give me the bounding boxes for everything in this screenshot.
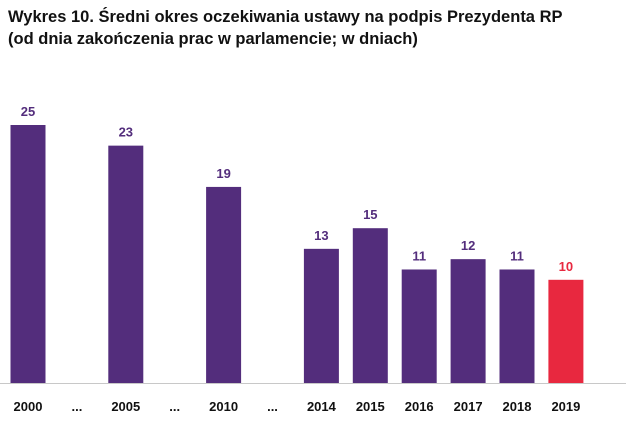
value-label-2016: 11 (412, 248, 426, 263)
bar-2017 (450, 259, 486, 383)
chart-title-block: Wykres 10. Średni okres oczekiwania usta… (8, 6, 618, 50)
bar-2018 (499, 269, 535, 383)
value-label-2000: 25 (21, 104, 35, 119)
x-tick-label-2010: 2010 (209, 399, 238, 414)
value-label-2015: 15 (363, 207, 377, 222)
x-tick-label-gap-3: ... (169, 399, 180, 414)
chart-title: Wykres 10. Średni okres oczekiwania usta… (8, 8, 563, 26)
value-label-2018: 11 (510, 248, 524, 263)
bar-2010 (206, 186, 242, 383)
x-tick-label-2000: 2000 (14, 399, 43, 414)
x-tick-label-gap-1: ... (71, 399, 82, 414)
value-label-2014: 13 (314, 228, 328, 243)
value-label-2017: 12 (461, 238, 475, 253)
x-tick-label-2017: 2017 (454, 399, 483, 414)
x-tick-label-2018: 2018 (503, 399, 532, 414)
x-tick-label-gap-5: ... (267, 399, 278, 414)
bar-2016 (401, 269, 437, 383)
value-label-2010: 19 (216, 166, 230, 181)
x-tick-label-2014: 2014 (307, 399, 337, 414)
chart-subtitle: (od dnia zakończenia prac w parlamencie;… (8, 30, 418, 48)
x-tick-label-2016: 2016 (405, 399, 434, 414)
bar-2015 (352, 228, 388, 383)
value-label-2005: 23 (119, 125, 133, 140)
x-tick-label-2005: 2005 (111, 399, 140, 414)
value-label-2019: 10 (559, 259, 573, 274)
bar-2014 (303, 248, 339, 383)
x-tick-label-2015: 2015 (356, 399, 385, 414)
bar-2019 (548, 279, 584, 383)
bar-2005 (108, 145, 144, 383)
bar-2000 (10, 125, 46, 383)
x-tick-label-2019: 2019 (551, 399, 580, 414)
